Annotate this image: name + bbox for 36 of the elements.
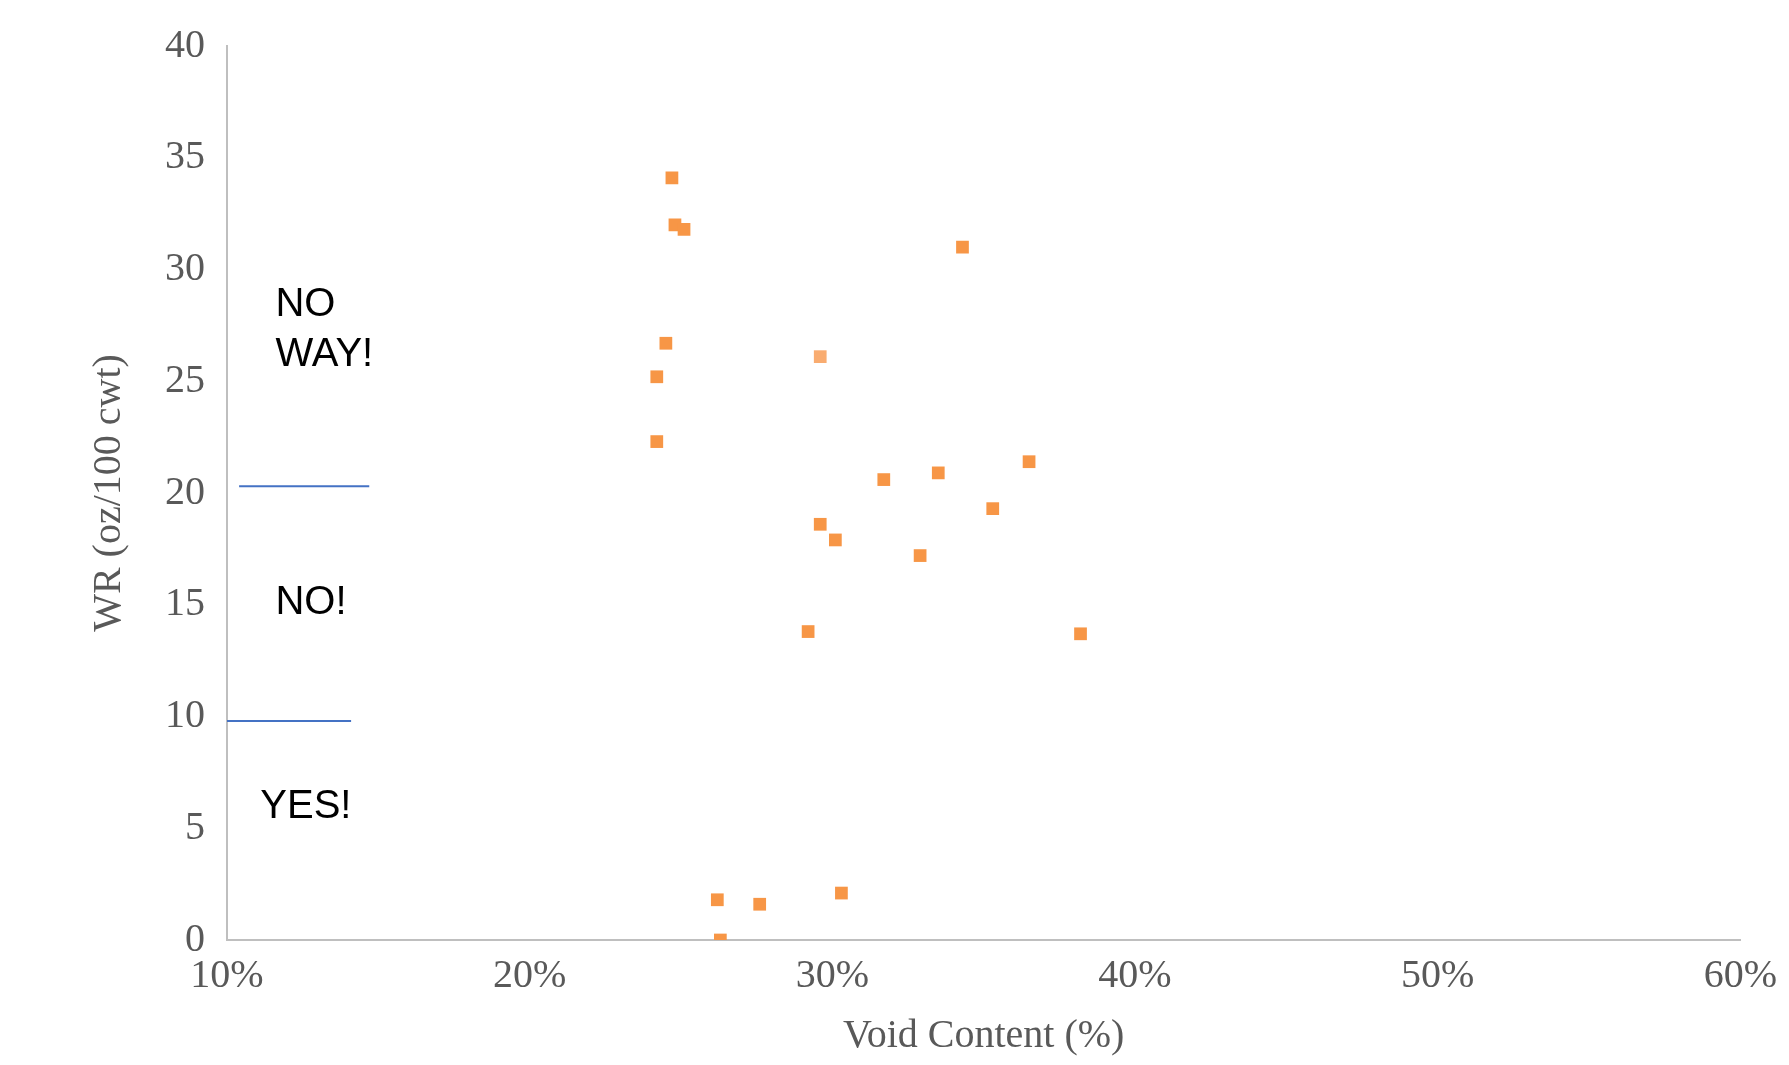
- point: [659, 336, 673, 350]
- point: [1074, 627, 1087, 641]
- y-tick-label: 5: [185, 802, 205, 848]
- x-axis-title: Void Content (%): [842, 1010, 1125, 1056]
- annotation: NO WAY!: [275, 280, 374, 375]
- point: [710, 893, 724, 907]
- x-tick-label: 30%: [795, 950, 869, 996]
- y-axis-title: WR (oz/100 cwt): [83, 354, 129, 632]
- y-tick-label: 30: [165, 244, 205, 289]
- x-tick-label: 40%: [1098, 950, 1172, 996]
- annotation: YES!: [260, 781, 352, 826]
- x-tick-label: 50%: [1401, 950, 1475, 996]
- y-tick-label: 40: [165, 20, 205, 66]
- y-tick-label: 15: [165, 579, 205, 625]
- point: [931, 466, 945, 480]
- point: [956, 240, 969, 254]
- point: [650, 435, 664, 448]
- x-tick-label: 20%: [493, 950, 567, 996]
- point: [877, 473, 891, 486]
- point: [986, 502, 1000, 516]
- point: [650, 370, 664, 384]
- point: [677, 222, 691, 236]
- point: [835, 886, 848, 900]
- point: [813, 350, 827, 364]
- point: [753, 897, 767, 911]
- annotation: NO!: [275, 577, 347, 622]
- y-tick-label: 35: [165, 132, 205, 178]
- y-tick-label: 10: [165, 691, 205, 736]
- y-tick-label: 25: [165, 355, 205, 401]
- point: [1022, 455, 1036, 469]
- point: [813, 517, 827, 531]
- y-tick-label: 20: [165, 467, 205, 513]
- point: [913, 549, 927, 562]
- point: [801, 625, 815, 638]
- x-tick-label: 60%: [1703, 950, 1777, 996]
- point: [829, 533, 842, 547]
